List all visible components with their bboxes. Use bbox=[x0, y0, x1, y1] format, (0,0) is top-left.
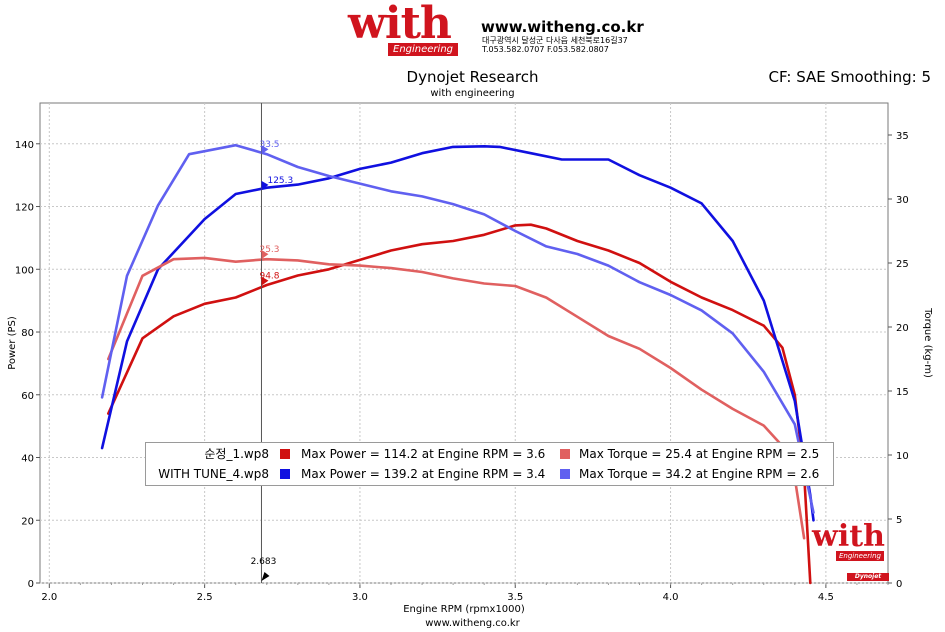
y-left-tick-label: 100 bbox=[15, 265, 34, 276]
correction-factor: CF: SAE Smoothing: 5 bbox=[768, 68, 931, 86]
legend-torque-text: Max Torque = 25.4 at Engine RPM = 2.5 bbox=[579, 447, 820, 461]
header-website: www.witheng.co.kr bbox=[481, 18, 644, 36]
x-axis-label: Engine RPM (rpmx1000) bbox=[403, 604, 525, 615]
y-right-tick-label: 25 bbox=[896, 259, 909, 270]
legend-swatch-power bbox=[279, 448, 291, 460]
x-tick-label: 3.5 bbox=[507, 592, 523, 603]
legend-swatch-power bbox=[279, 468, 291, 480]
watermark-logo: with Engineering bbox=[812, 519, 886, 566]
y-left-tick-label: 40 bbox=[21, 454, 34, 465]
y-right-tick-label: 0 bbox=[896, 579, 902, 590]
series-line bbox=[107, 256, 806, 540]
legend-power-text: Max Power = 139.2 at Engine RPM = 3.4 bbox=[301, 467, 546, 481]
y-left-tick-label: 60 bbox=[21, 391, 34, 402]
plot-area bbox=[39, 102, 889, 584]
y-left-tick-label: 20 bbox=[21, 516, 34, 527]
legend-run-name: WITH TUNE_4.wp8 bbox=[158, 467, 269, 481]
dynojet-logo: Dynojet bbox=[847, 573, 889, 581]
y-right-tick-label: 20 bbox=[896, 323, 909, 334]
header-contact: 대구광역시 달성군 다사읍 세천북로16길37 T.053.582.0707 F… bbox=[482, 36, 628, 54]
header-address: 대구광역시 달성군 다사읍 세천북로16길37 bbox=[482, 36, 628, 45]
cursor-series-label: 33.5 bbox=[259, 140, 279, 150]
cursor-series-marker bbox=[261, 145, 269, 155]
legend-torque-text: Max Torque = 34.2 at Engine RPM = 2.6 bbox=[579, 467, 820, 481]
x-tick-label: 3.0 bbox=[352, 592, 368, 603]
chart-title: Dynojet Research bbox=[406, 68, 539, 86]
cursor-value-label: 2.683 bbox=[251, 557, 277, 567]
legend-swatch-torque bbox=[559, 448, 571, 460]
series-line bbox=[100, 143, 815, 514]
header-logo: with Engineering bbox=[348, 0, 460, 56]
legend-swatch-torque bbox=[559, 468, 571, 480]
y-left-tick-label: 80 bbox=[21, 328, 34, 339]
header-logo-word: with bbox=[348, 0, 452, 49]
x-tick-label: 2.0 bbox=[41, 592, 57, 603]
chart-legend: 순정_1.wp8 Max Power = 114.2 at Engine RPM… bbox=[145, 442, 834, 486]
series-line bbox=[107, 223, 812, 585]
y-right-axis-label: Torque (kg-m) bbox=[922, 307, 933, 378]
cursor-series-marker bbox=[261, 180, 269, 190]
y-left-tick-label: 120 bbox=[15, 203, 34, 214]
y-right-tick-label: 5 bbox=[896, 515, 902, 526]
series-line bbox=[100, 145, 815, 522]
cursor-series-label: 94.8 bbox=[259, 272, 279, 282]
cursor-marker bbox=[261, 572, 270, 581]
x-tick-label: 4.5 bbox=[818, 592, 834, 603]
y-right-tick-label: 35 bbox=[896, 131, 909, 142]
cursor-series-marker bbox=[261, 276, 269, 286]
legend-row-tune: WITH TUNE_4.wp8 Max Power = 139.2 at Eng… bbox=[146, 464, 833, 484]
chart-subtitle: with engineering bbox=[430, 88, 515, 99]
y-left-tick-label: 0 bbox=[28, 579, 34, 590]
legend-power-text: Max Power = 114.2 at Engine RPM = 3.6 bbox=[301, 447, 546, 461]
watermark-word: with bbox=[812, 519, 885, 554]
y-left-tick-label: 140 bbox=[15, 140, 34, 151]
y-right-tick-label: 15 bbox=[896, 387, 909, 398]
y-left-axis-label: Power (PS) bbox=[7, 316, 18, 370]
x-tick-label: 2.5 bbox=[197, 592, 213, 603]
y-right-tick-label: 30 bbox=[896, 195, 909, 206]
legend-row-stock: 순정_1.wp8 Max Power = 114.2 at Engine RPM… bbox=[146, 444, 833, 464]
header-logo-sub: Engineering bbox=[388, 43, 458, 56]
x-tick-label: 4.0 bbox=[663, 592, 679, 603]
legend-run-name: 순정_1.wp8 bbox=[204, 447, 269, 461]
cursor-series-marker bbox=[261, 250, 269, 260]
cursor-series-label: 125.3 bbox=[267, 176, 293, 186]
cursor-series-label: 25.3 bbox=[259, 245, 279, 255]
header-phone: T.053.582.0707 F.053.582.0807 bbox=[482, 45, 609, 54]
watermark-sub: Engineering bbox=[836, 551, 884, 561]
footer-website: www.witheng.co.kr bbox=[425, 618, 520, 629]
y-right-tick-label: 10 bbox=[896, 451, 909, 462]
